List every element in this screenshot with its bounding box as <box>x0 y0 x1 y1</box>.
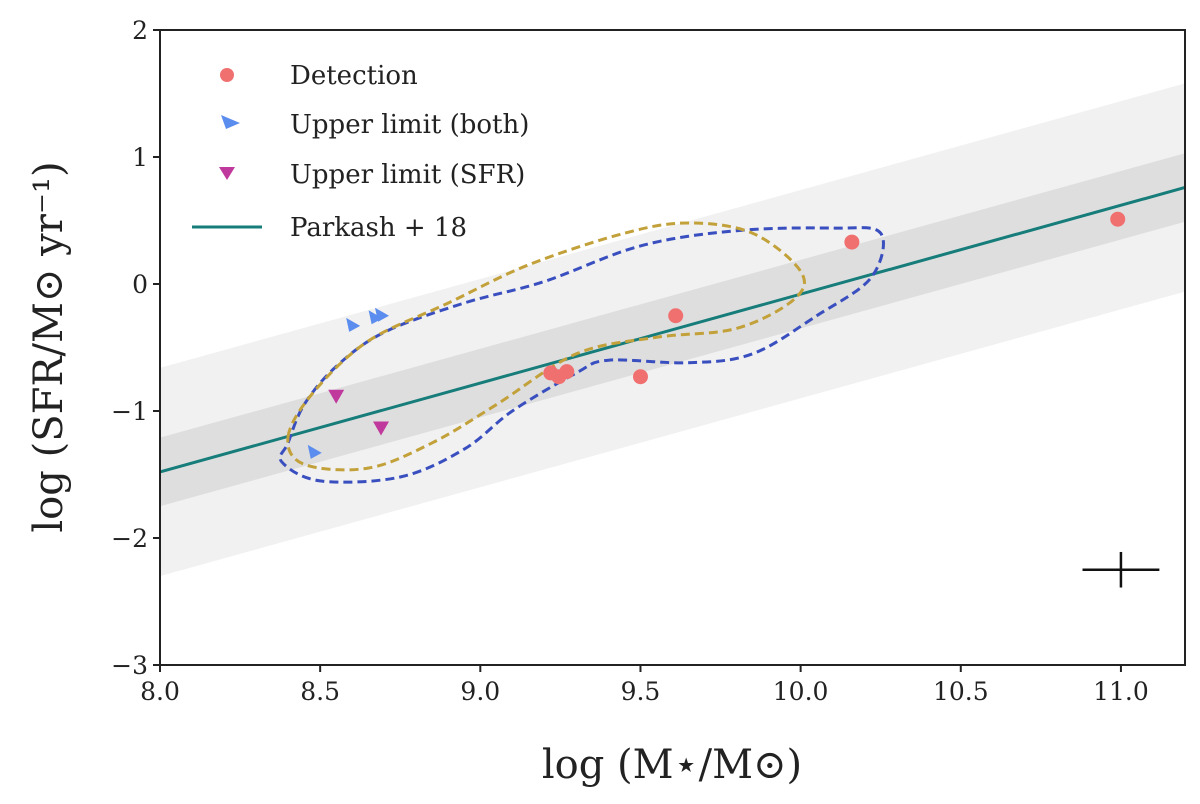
x-tick-label: 8.5 <box>300 677 340 706</box>
y-axis-ticks: −3 −2 −1 0 1 2 <box>111 16 160 680</box>
x-tick-label: 9.5 <box>621 677 661 706</box>
upper-limit-both-point <box>346 317 361 332</box>
fit-lines-group <box>160 186 1185 474</box>
y-tick-label: 1 <box>132 143 148 172</box>
detection-point <box>559 364 575 380</box>
gold-dashed-contour <box>286 221 806 472</box>
y-axis-label: log (SFR/M⊙ yr⁻¹) <box>26 161 72 532</box>
y-tick-label: −3 <box>111 651 148 680</box>
x-tick-label: 10.0 <box>773 677 829 706</box>
y-tick-label: −2 <box>111 524 148 553</box>
blue-dashed-contour <box>278 226 885 484</box>
plot-frame <box>159 29 1186 666</box>
x-tick-label: 10.5 <box>933 677 989 706</box>
legend-label-upper-sfr: Upper limit (SFR) <box>290 160 525 190</box>
error-bar-group <box>1082 551 1160 588</box>
detection-point <box>632 369 648 385</box>
upper-limit-sfr-point <box>373 421 390 436</box>
legend-label-parkash: Parkash + 18 <box>290 213 467 243</box>
legend-marker-detection <box>220 68 234 82</box>
upper-limit-sfr-point <box>328 389 345 404</box>
upper-limit-both-point <box>307 444 322 459</box>
upper-limit-both-point <box>375 307 390 322</box>
detection-point <box>668 308 684 324</box>
x-tick-label: 9.0 <box>460 677 500 706</box>
legend-marker-upper-sfr <box>219 167 235 180</box>
legend-marker-upper-both <box>221 115 240 129</box>
points-group <box>307 211 1126 459</box>
x-axis-ticks: 8.0 8.5 9.0 9.5 10.0 10.5 11.0 <box>140 665 1149 706</box>
legend: Detection Upper limit (both) Upper limit… <box>192 61 529 243</box>
x-tick-label: 11.0 <box>1093 677 1149 706</box>
legend-label-detection: Detection <box>290 61 418 91</box>
detection-point <box>844 234 860 250</box>
detection-point <box>1110 211 1126 227</box>
y-tick-label: −1 <box>111 397 148 426</box>
x-tick-label: 8.0 <box>140 677 180 706</box>
upper-limit-both-point <box>368 310 383 325</box>
legend-label-upper-both: Upper limit (both) <box>290 110 529 140</box>
contours-group <box>278 221 885 484</box>
y-tick-label: 2 <box>132 16 148 45</box>
y-tick-label: 0 <box>132 270 148 299</box>
parkash-fit-line <box>160 186 1185 474</box>
x-axis-label: log (M⋆/M⊙) <box>542 742 802 788</box>
